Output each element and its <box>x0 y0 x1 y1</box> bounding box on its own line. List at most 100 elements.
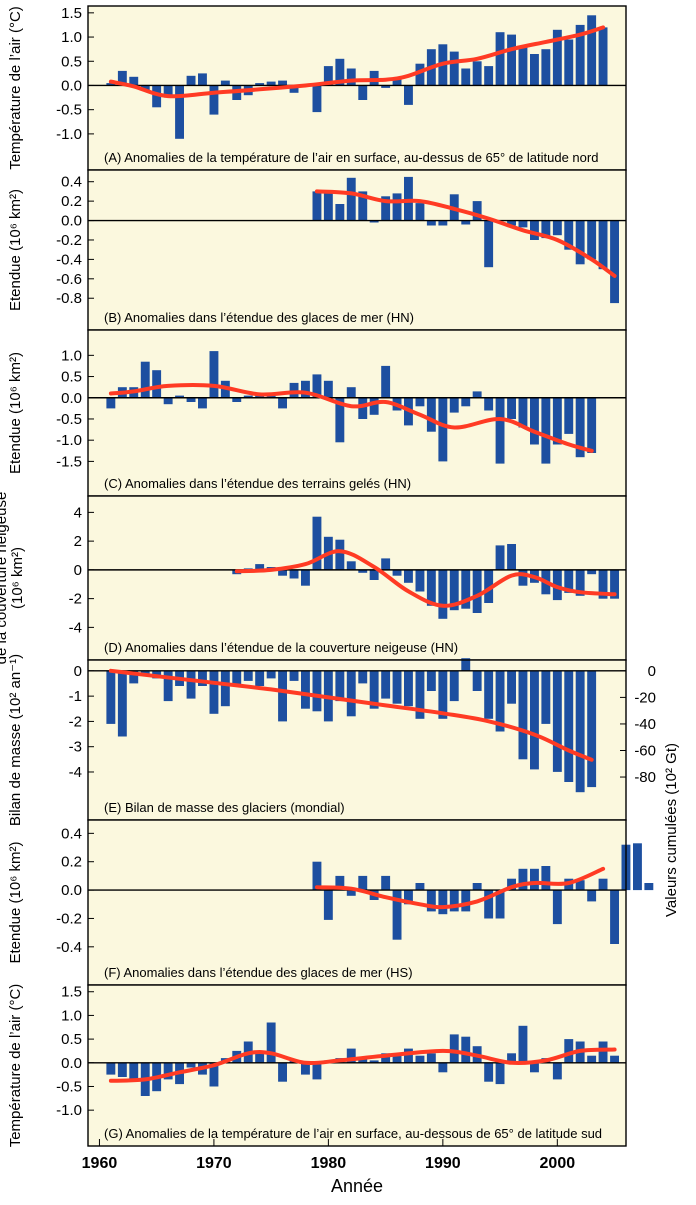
x-tick-label: 1960 <box>82 1155 118 1172</box>
bar-b-1982 <box>346 177 356 221</box>
bar-b-2003 <box>587 220 597 260</box>
y-tick-label: 0.0 <box>61 77 82 94</box>
bar-d-2003 <box>587 569 597 575</box>
bar-a-1996 <box>507 34 516 86</box>
right-y-tick-label: 0 <box>648 663 656 680</box>
bar-c-2000 <box>552 397 562 445</box>
bar-e-1979 <box>312 670 322 712</box>
bar-c-1978 <box>301 380 310 398</box>
bar-a-1970 <box>209 85 219 115</box>
bar-e-1976 <box>278 670 287 722</box>
bar-e-1968 <box>186 670 196 699</box>
y-tick-label: 0.5 <box>61 53 82 70</box>
right-y-tick-label: -80 <box>634 769 656 786</box>
bar-f-1983 <box>358 875 368 891</box>
bar-a-1997 <box>518 46 528 86</box>
bar-e-1961 <box>106 670 116 724</box>
bar-a-1985 <box>381 85 391 88</box>
panel-c: 1.0 0.5 0.0 -0.5 -1.0 -1.5 Etendue (10⁶ km²) (C… <box>7 329 627 497</box>
bar-f-1990 <box>438 890 448 915</box>
bar-c-1979 <box>312 374 322 398</box>
bar-d-1991 <box>449 569 459 611</box>
bar-c-1964 <box>140 361 150 398</box>
bar-g-1988 <box>415 1055 425 1063</box>
bar-a-2004 <box>598 27 608 86</box>
y-tick-label: -0.5 <box>56 1078 82 1095</box>
panel-caption: (D) Anomalies dans l’étendue de la couve… <box>104 640 458 655</box>
bar-f-2000 <box>552 890 562 925</box>
bar-d-1986 <box>392 569 402 576</box>
panel-background <box>88 820 626 985</box>
bar-f-2002 <box>575 880 585 891</box>
bar-e-2000 <box>552 670 562 772</box>
bar-f-1988 <box>415 883 425 891</box>
bar-e-1978 <box>301 670 310 709</box>
bar-e-1966 <box>163 670 173 702</box>
trend-line <box>314 189 617 278</box>
bar-a-1967 <box>175 85 184 139</box>
right-y-tick-label: -40 <box>634 716 656 733</box>
bar-c-1980 <box>323 380 333 398</box>
y-tick-label: -0.5 <box>56 102 82 119</box>
bar-d-1996 <box>507 544 516 570</box>
bar-g-1989 <box>426 1053 436 1063</box>
panel-caption: (F) Anomalies dans l’étendue des glaces … <box>104 965 413 980</box>
bar-g-1978 <box>301 1062 310 1075</box>
bar-d-1983 <box>358 569 368 573</box>
bar-e-1992 <box>461 658 471 671</box>
bar-e-1970 <box>209 670 219 714</box>
bar-d-2004 <box>598 569 608 599</box>
bar-a-1964 <box>140 85 150 91</box>
bar-c-1999 <box>541 397 551 464</box>
bar-d-1990 <box>438 569 448 619</box>
bar-c-1993 <box>472 391 482 398</box>
y-tick-label: 0.4 <box>61 825 82 842</box>
bar-e-1972 <box>232 670 242 686</box>
bar-a-1971 <box>220 80 230 86</box>
bar-g-1961 <box>106 1062 116 1075</box>
x-tick-label: 2000 <box>540 1155 576 1172</box>
bar-c-1965 <box>152 370 162 398</box>
bar-a-2000 <box>552 29 562 86</box>
bar-a-1981 <box>335 58 345 86</box>
bar-c-1996 <box>507 397 516 419</box>
bar-b-2000 <box>552 220 562 236</box>
y-axis-label: Etendue (10⁶ km²) <box>7 189 24 311</box>
y-tick-label: -0.4 <box>56 939 82 956</box>
bar-e-1989 <box>426 670 436 691</box>
panel-caption: (B) Anomalies dans l’étendue des glaces … <box>104 310 414 325</box>
bar-e-2001 <box>564 670 574 782</box>
bar-e-1988 <box>415 670 425 719</box>
bar-d-1977 <box>289 569 299 579</box>
y-axis-label: Etendue (10⁶ km²) <box>7 352 24 474</box>
bar-e-1998 <box>530 670 539 770</box>
bar-c-2002 <box>575 397 585 458</box>
y-tick-label: 0.2 <box>61 193 82 210</box>
y-tick-label: 0 <box>74 562 82 579</box>
panel-frame <box>87 984 627 1147</box>
bar-g-2004 <box>598 1041 608 1063</box>
y-tick-label: 0.4 <box>61 174 82 191</box>
bar-e-1986 <box>392 670 402 704</box>
bar-d-1984 <box>369 569 379 580</box>
bar-b-1983 <box>358 191 368 221</box>
bar-e-1999 <box>541 670 551 724</box>
bar-d-2005 <box>610 569 619 599</box>
bar-g-1976 <box>278 1062 287 1082</box>
bar-g-1996 <box>507 1053 516 1063</box>
bar-e-1985 <box>381 670 391 699</box>
y-tick-label: -1.0 <box>56 432 82 449</box>
y-tick-label: 1.5 <box>61 5 82 22</box>
bar-e-1969 <box>198 670 207 686</box>
bar-c-1975 <box>266 395 276 398</box>
bar-e-1995 <box>495 670 505 732</box>
bar-c-1977 <box>289 382 299 398</box>
bar-c-1990 <box>438 397 448 462</box>
bar-b-1997 <box>518 220 528 228</box>
bar-c-1994 <box>484 397 494 411</box>
bar-g-1995 <box>495 1062 505 1085</box>
bar-f-1991 <box>449 890 459 912</box>
bar-b-1980 <box>323 191 333 221</box>
y-tick-label: 0.2 <box>61 854 82 871</box>
